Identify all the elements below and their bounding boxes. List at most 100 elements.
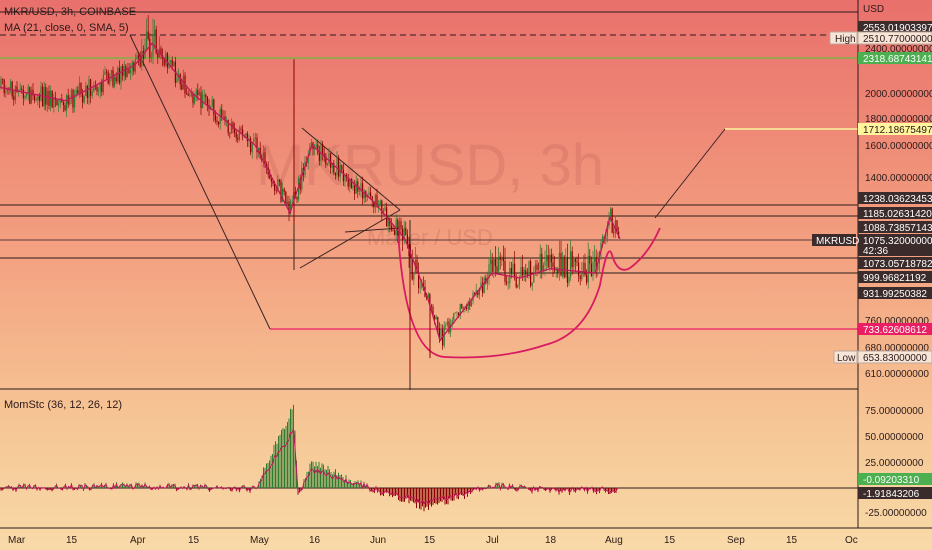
candle-body — [232, 122, 234, 129]
candle-body — [374, 194, 376, 208]
candle-body — [347, 178, 349, 187]
price-label-low: 653.83000000 — [863, 353, 927, 364]
candle-body — [112, 70, 114, 87]
momentum-value-label: -0.09203310 — [863, 475, 920, 486]
projection-line[interactable] — [654, 128, 726, 219]
triangle-upper[interactable] — [301, 127, 401, 211]
candle-body — [190, 93, 192, 96]
candle-body — [46, 90, 48, 105]
candle-body — [98, 90, 100, 92]
candle-body — [352, 185, 354, 189]
candle-body — [330, 153, 332, 168]
candle-body — [253, 138, 255, 142]
candle-body — [514, 263, 516, 277]
x-tick-label: 15 — [664, 535, 676, 546]
candle-body — [213, 99, 215, 115]
candle-body — [270, 178, 272, 182]
momentum-indicator-title[interactable]: MomStc (36, 12, 26, 12) — [4, 399, 122, 411]
y-tick-label: 50.00000000 — [865, 432, 924, 443]
candle-body — [394, 230, 396, 235]
candle-body — [518, 277, 520, 286]
y-tick-label: 680.00000000 — [865, 343, 929, 354]
x-tick-label: 18 — [545, 535, 557, 546]
candle-body — [173, 61, 175, 67]
candle-body — [214, 114, 216, 121]
candle-body — [531, 282, 533, 286]
time-axis[interactable]: Mar 15 Apr 15 May 16 Jun 15 Jul 18 Aug 1… — [8, 535, 858, 546]
candle-body — [498, 256, 500, 272]
momentum-histogram — [0, 404, 620, 512]
candle-body — [432, 306, 434, 316]
candle-body — [379, 200, 381, 205]
candle-body — [584, 262, 586, 276]
price-axis[interactable]: 2400.00000000 2000.00000000 1800.0000000… — [865, 44, 932, 380]
candle-body — [483, 278, 485, 293]
candle-body — [6, 88, 8, 92]
candle-body — [269, 174, 271, 179]
currency-label: USD — [863, 4, 884, 15]
candle-body — [21, 88, 23, 91]
candle-body — [157, 52, 159, 58]
candle-body — [571, 251, 573, 268]
cup-handle-curve[interactable] — [397, 227, 661, 359]
candle-body — [80, 82, 82, 94]
candle-body — [62, 102, 64, 106]
candle-body — [418, 273, 420, 289]
candle-body — [211, 99, 213, 107]
candle-body — [181, 84, 183, 90]
candle-body — [77, 90, 79, 94]
symbol-badge — [812, 234, 856, 246]
candle-body — [560, 252, 562, 276]
candle-body — [126, 68, 128, 78]
candle-body — [358, 191, 360, 192]
candle-body — [237, 137, 239, 140]
candle-body — [576, 261, 578, 263]
candle-body — [224, 116, 226, 121]
candle-body — [530, 261, 532, 286]
candle-body — [50, 90, 52, 106]
ma-indicator-title[interactable]: MA (21, close, 0, SMA, 5) — [4, 22, 129, 34]
candle-body — [229, 132, 231, 134]
price-candles — [0, 15, 620, 373]
candle-body — [11, 81, 13, 97]
candle-body — [187, 93, 189, 96]
x-tick-label: 16 — [309, 535, 321, 546]
candle-body — [258, 147, 260, 153]
candle-body — [610, 208, 612, 219]
candle-body — [291, 200, 293, 202]
candle-body — [227, 119, 229, 133]
candle-body — [165, 53, 167, 66]
candle-body — [266, 164, 268, 168]
triangle-lower[interactable] — [299, 209, 401, 269]
candle-body — [501, 257, 503, 260]
candle-body — [520, 267, 522, 278]
candle-body — [254, 137, 256, 139]
candle-body — [128, 68, 130, 74]
candle-body — [437, 317, 439, 329]
candle-body — [10, 81, 12, 89]
candle-body — [64, 105, 66, 111]
candle-body — [435, 317, 437, 320]
trendline-drop[interactable] — [129, 34, 271, 330]
symbol-title[interactable]: MKR/USD, 3h, COINBASE — [4, 6, 136, 18]
candle-body — [563, 256, 565, 278]
candle-body — [533, 273, 535, 283]
candle-body — [522, 267, 524, 276]
candle-body — [606, 225, 608, 236]
candle-body — [486, 277, 488, 284]
candle-body — [8, 88, 10, 89]
candle-body — [477, 290, 479, 296]
high-badge-text: High — [835, 34, 856, 45]
candle-body — [341, 165, 343, 171]
indicator-axis[interactable]: 75.00000000 50.00000000 25.00000000 -25.… — [858, 406, 932, 519]
horizontal-levels[interactable] — [0, 11, 858, 330]
candle-body — [506, 281, 508, 284]
price-label-1088: 1088.73857143 — [863, 223, 932, 234]
candle-body — [323, 153, 325, 157]
candle-body — [534, 264, 536, 274]
candle-body — [86, 85, 88, 99]
candle-body — [280, 181, 282, 202]
price-labels[interactable]: 2553.01903397 2510.77000000 High 2318.68… — [812, 21, 932, 364]
